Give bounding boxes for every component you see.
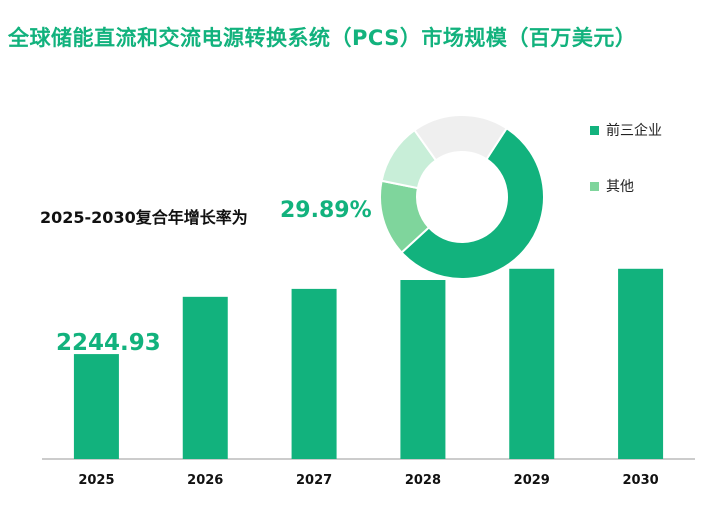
bar-2029	[509, 268, 555, 459]
legend-swatch-others	[590, 181, 599, 191]
bar-2030	[618, 268, 664, 459]
chart-title: 全球储能直流和交流电源转换系统（PCS）市场规模（百万美元）	[8, 26, 637, 50]
x-tick-label-2030: 2030	[622, 473, 658, 488]
x-tick-label-2029: 2029	[514, 473, 550, 488]
legend-label-top3: 前三企业	[606, 123, 662, 139]
cagr-label: 2025-2030复合年增长率为	[40, 208, 248, 227]
donut-slice-4	[413, 114, 509, 162]
bar-2027	[291, 288, 337, 459]
cagr-value: 29.89%	[280, 198, 372, 223]
x-tick-label-2027: 2027	[296, 473, 332, 488]
x-tick-label-2028: 2028	[405, 473, 441, 488]
legend-label-others: 其他	[606, 179, 634, 195]
legend-item-top3: 前三企业	[590, 120, 662, 140]
x-tick-label-2026: 2026	[187, 473, 223, 488]
legend-swatch-top3	[590, 125, 599, 135]
bar-2026	[182, 296, 228, 459]
donut-slice-1	[400, 126, 545, 280]
x-tick-label-2025: 2025	[78, 473, 114, 488]
legend-item-others: 其他	[590, 176, 662, 196]
bar-data-label-2025: 2244.93	[56, 330, 161, 356]
bar-2025	[73, 354, 119, 459]
pie-legend: 前三企业 其他	[590, 120, 662, 232]
bar-2028	[400, 280, 446, 459]
